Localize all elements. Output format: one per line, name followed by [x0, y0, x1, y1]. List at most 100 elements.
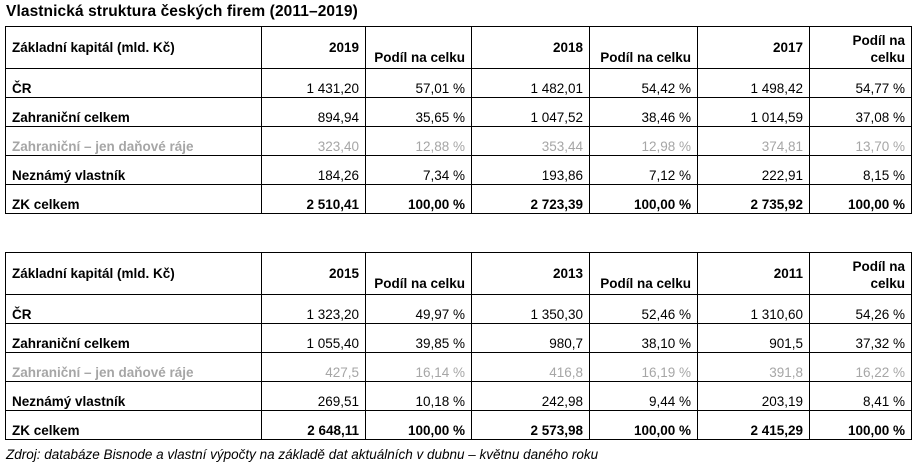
table-cell: 57,01 %: [365, 68, 472, 98]
header-year: 2018: [471, 26, 590, 69]
header-share: Podíl na celku: [365, 26, 472, 69]
table-cell: 52,46 %: [589, 294, 698, 324]
table-cell: 35,65 %: [365, 97, 472, 127]
source-note: Zdroj: databáze Bisnode a vlastní výpočt…: [6, 447, 599, 462]
ownership-table-2017-2019: Základní kapitál (mld. Kč) 2019 Podíl na…: [5, 26, 912, 214]
table-cell: 1 055,40: [261, 323, 366, 353]
row-label: Zahraniční – jen daňové ráje: [5, 352, 262, 382]
header-share: Podíl na celku: [809, 26, 912, 69]
table-row-total: ZK celkem 2 648,11 100,00 % 2 573,98 100…: [5, 410, 912, 440]
table-cell: 12,98 %: [589, 126, 698, 156]
table-row: Zahraniční – jen daňové ráje 323,40 12,8…: [5, 126, 912, 156]
table-cell: 1 310,60: [697, 294, 810, 324]
table-cell: 49,97 %: [365, 294, 472, 324]
row-label: Neznámý vlastník: [5, 155, 262, 185]
ownership-table-2011-2015: Základní kapitál (mld. Kč) 2015 Podíl na…: [5, 252, 912, 440]
header-share: Podíl na celku: [365, 252, 472, 295]
header-label: Základní kapitál (mld. Kč): [5, 252, 262, 295]
header-year: 2015: [261, 252, 366, 295]
table-cell: 16,14 %: [365, 352, 472, 382]
table-cell: 980,7: [471, 323, 590, 353]
header-share: Podíl na celku: [589, 252, 698, 295]
table-cell: 353,44: [471, 126, 590, 156]
table-cell: 242,98: [471, 381, 590, 411]
table-cell: 16,19 %: [589, 352, 698, 382]
table-cell: 1 482,01: [471, 68, 590, 98]
table-cell: 2 510,41: [261, 184, 366, 214]
row-label: Neznámý vlastník: [5, 381, 262, 411]
table-cell: 2 648,11: [261, 410, 366, 440]
table-header-row: Základní kapitál (mld. Kč) 2019 Podíl na…: [5, 26, 912, 69]
table-cell: 391,8: [697, 352, 810, 382]
table-row: Zahraniční celkem 894,94 35,65 % 1 047,5…: [5, 97, 912, 127]
table-cell: 100,00 %: [365, 410, 472, 440]
table-cell: 269,51: [261, 381, 366, 411]
table-cell: 901,5: [697, 323, 810, 353]
header-label: Základní kapitál (mld. Kč): [5, 26, 262, 69]
table-row: ČR 1 431,20 57,01 % 1 482,01 54,42 % 1 4…: [5, 68, 912, 98]
table-row-total: ZK celkem 2 510,41 100,00 % 2 723,39 100…: [5, 184, 912, 214]
table-cell: 193,86: [471, 155, 590, 185]
table-cell: 9,44 %: [589, 381, 698, 411]
table-cell: 1 498,42: [697, 68, 810, 98]
table-cell: 1 350,30: [471, 294, 590, 324]
table-cell: 100,00 %: [365, 184, 472, 214]
table-cell: 38,10 %: [589, 323, 698, 353]
header-year: 2011: [697, 252, 810, 295]
table-cell: 2 735,92: [697, 184, 810, 214]
row-label: ZK celkem: [5, 410, 262, 440]
header-year: 2019: [261, 26, 366, 69]
row-label: ČR: [5, 294, 262, 324]
table-cell: 427,5: [261, 352, 366, 382]
table-cell: 16,22 %: [809, 352, 912, 382]
row-label: ČR: [5, 68, 262, 98]
table-cell: 1 323,20: [261, 294, 366, 324]
table-cell: 7,34 %: [365, 155, 472, 185]
table-cell: 54,26 %: [809, 294, 912, 324]
table-row: ČR 1 323,20 49,97 % 1 350,30 52,46 % 1 3…: [5, 294, 912, 324]
table-cell: 54,42 %: [589, 68, 698, 98]
table-cell: 100,00 %: [589, 410, 698, 440]
table-cell: 100,00 %: [809, 184, 912, 214]
table-cell: 184,26: [261, 155, 366, 185]
table-cell: 8,41 %: [809, 381, 912, 411]
table-cell: 2 723,39: [471, 184, 590, 214]
table-cell: 1 014,59: [697, 97, 810, 127]
table-cell: 8,15 %: [809, 155, 912, 185]
table-cell: 13,70 %: [809, 126, 912, 156]
table-cell: 37,08 %: [809, 97, 912, 127]
header-year: 2017: [697, 26, 810, 69]
row-label: Zahraniční celkem: [5, 323, 262, 353]
header-share: Podíl na celku: [589, 26, 698, 69]
table-cell: 2 415,29: [697, 410, 810, 440]
header-year: 2013: [471, 252, 590, 295]
table-cell: 39,85 %: [365, 323, 472, 353]
table-cell: 2 573,98: [471, 410, 590, 440]
table-cell: 12,88 %: [365, 126, 472, 156]
row-label: Zahraniční celkem: [5, 97, 262, 127]
table-row: Neznámý vlastník 269,51 10,18 % 242,98 9…: [5, 381, 912, 411]
table-cell: 7,12 %: [589, 155, 698, 185]
table-cell: 374,81: [697, 126, 810, 156]
table-cell: 323,40: [261, 126, 366, 156]
table-cell: 222,91: [697, 155, 810, 185]
table-cell: 54,77 %: [809, 68, 912, 98]
table-row: Neznámý vlastník 184,26 7,34 % 193,86 7,…: [5, 155, 912, 185]
table-row: Zahraniční – jen daňové ráje 427,5 16,14…: [5, 352, 912, 382]
row-label: ZK celkem: [5, 184, 262, 214]
table-cell: 100,00 %: [589, 184, 698, 214]
table-cell: 1 431,20: [261, 68, 366, 98]
table-cell: 416,8: [471, 352, 590, 382]
table-cell: 100,00 %: [809, 410, 912, 440]
table-cell: 38,46 %: [589, 97, 698, 127]
page-title: Vlastnická struktura českých firem (2011…: [6, 3, 358, 20]
header-share: Podíl na celku: [809, 252, 912, 295]
table-cell: 894,94: [261, 97, 366, 127]
table-row: Zahraniční celkem 1 055,40 39,85 % 980,7…: [5, 323, 912, 353]
table-cell: 203,19: [697, 381, 810, 411]
row-label: Zahraniční – jen daňové ráje: [5, 126, 262, 156]
table-header-row: Základní kapitál (mld. Kč) 2015 Podíl na…: [5, 252, 912, 295]
table-cell: 10,18 %: [365, 381, 472, 411]
table-cell: 1 047,52: [471, 97, 590, 127]
table-cell: 37,32 %: [809, 323, 912, 353]
